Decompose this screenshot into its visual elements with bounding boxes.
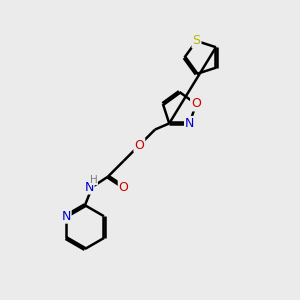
Text: H: H: [90, 175, 98, 185]
Text: S: S: [193, 34, 200, 47]
Text: O: O: [119, 181, 129, 194]
Text: N: N: [84, 181, 94, 194]
Text: N: N: [61, 210, 71, 223]
Text: O: O: [134, 139, 144, 152]
Text: N: N: [185, 117, 194, 130]
Text: O: O: [191, 98, 201, 110]
